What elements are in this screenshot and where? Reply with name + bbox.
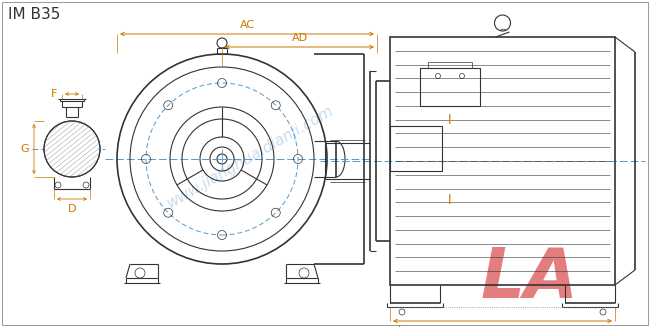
Bar xyxy=(390,37,615,285)
Text: LA: LA xyxy=(481,246,579,313)
Circle shape xyxy=(44,121,100,177)
Text: AD: AD xyxy=(291,33,307,43)
Text: L: L xyxy=(398,325,404,327)
Text: l: l xyxy=(448,195,452,208)
Text: IM B35: IM B35 xyxy=(8,7,60,22)
Text: G: G xyxy=(20,144,29,154)
Text: www.jianghuaidianji.com: www.jianghuaidianji.com xyxy=(164,103,336,211)
Text: l: l xyxy=(448,114,452,128)
Text: D: D xyxy=(68,204,76,214)
Text: F: F xyxy=(51,89,57,99)
Bar xyxy=(390,126,442,171)
Text: AC: AC xyxy=(239,20,255,30)
Bar xyxy=(420,68,480,106)
